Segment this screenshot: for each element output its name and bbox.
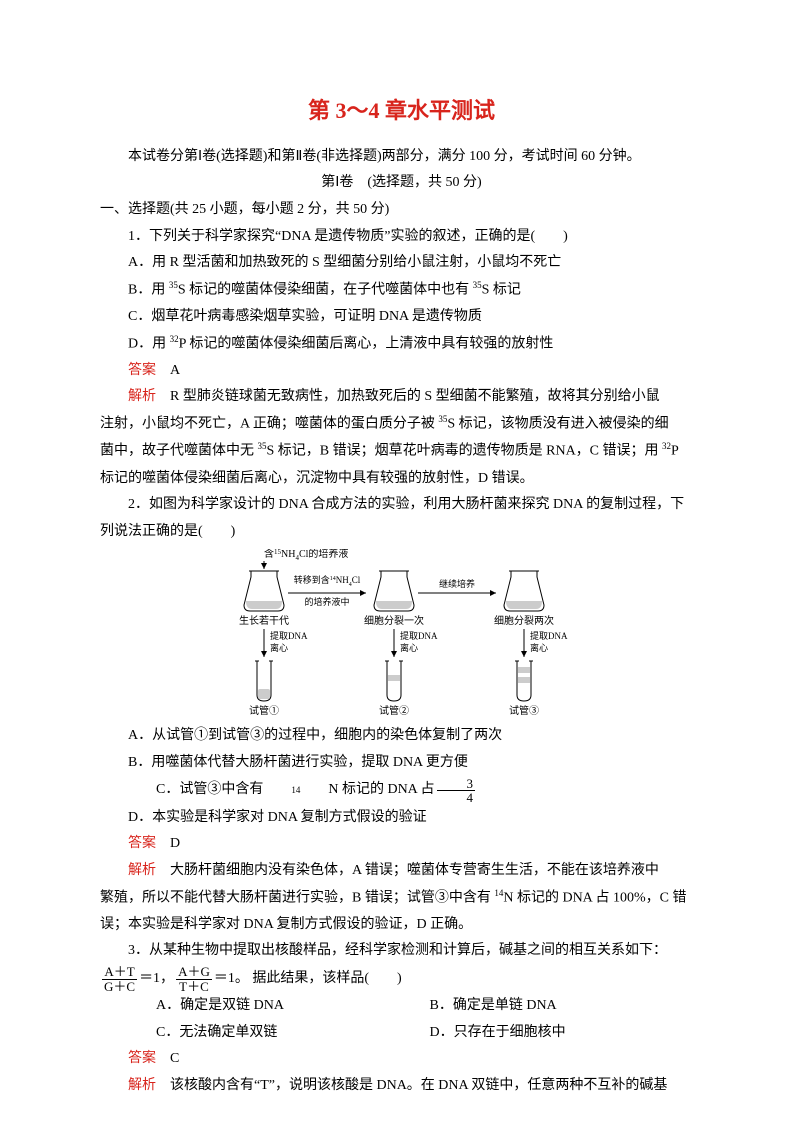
q1-ana-l3-mid: S 标记，B 错误；烟草花叶病毒的遗传物质是 RNA，C 错误；用 bbox=[267, 444, 663, 459]
section1-heading: 一、选择题(共 25 小题，每小题 2 分，共 50 分) bbox=[100, 197, 703, 224]
diag-t3-label: 试管③ bbox=[509, 704, 539, 717]
q2-diagram: 含15NH4Cl的培养液 生长若干代 转移到含14NH4Cl 的培养液中 细胞分… bbox=[100, 549, 703, 719]
q1-ana-l2-post: S 标记，该物质没有进入被侵染的细 bbox=[447, 417, 668, 432]
q1-stem: 1．下列关于科学家探究“DNA 是遗传物质”实验的叙述，正确的是( ) bbox=[100, 224, 703, 251]
q2-ana-l2-pre: 繁殖，所以不能代替大肠杆菌进行实验，B 错误；试管③中含有 bbox=[100, 890, 494, 905]
q3-formula-row: A＋TG＋C ＝1， A＋GT＋C ＝1。 据此结果，该样品( ) bbox=[100, 965, 703, 993]
q1-analysis-l4: 标记的噬菌体侵染细菌后离心，沉淀物中具有较强的放射性，D 错误。 bbox=[100, 466, 703, 493]
intro-text: 本试卷分第Ⅰ卷(选择题)和第Ⅱ卷(非选择题)两部分，满分 100 分，考试时间 … bbox=[100, 144, 703, 171]
q2-analysis-l3: 误；本实验是科学家对 DNA 复制方式假设的验证，D 正确。 bbox=[100, 912, 703, 939]
q2-C-den: 4 bbox=[437, 791, 476, 805]
sup35-icon-2: 35 bbox=[473, 280, 482, 290]
q1-analysis-l1: 解析 R 型肺炎链球菌无致病性，加热致死后的 S 型细菌不能繁殖，故将其分别给小… bbox=[100, 384, 703, 411]
q3-f2n: A＋G bbox=[176, 965, 212, 980]
q2-optA: A．从试管①到试管③的过程中，细胞内的染色体复制了两次 bbox=[100, 723, 703, 750]
answer-label: 答案 bbox=[128, 836, 156, 851]
sup14-icon-2: 14 bbox=[494, 888, 503, 898]
q1-analysis-l2: 注射，小鼠均不死亡，A 正确；噬菌体的蛋白质分子被 35S 标记，该物质没有进入… bbox=[100, 411, 703, 438]
sup14-icon: 14 bbox=[263, 782, 300, 799]
fraction-icon: A＋GT＋C bbox=[174, 965, 214, 993]
q1-optB-end: S 标记 bbox=[482, 282, 521, 297]
diag-f3-label: 细胞分裂两次 bbox=[494, 614, 554, 627]
diag-arrow2: 继续培养 bbox=[438, 578, 474, 589]
answer-label: 答案 bbox=[128, 1051, 156, 1066]
q1-optD: D．用 32P 标记的噬菌体侵染细菌后离心，上清液中具有较强的放射性 bbox=[100, 331, 703, 358]
q2-stem-l2: 列说法正确的是( ) bbox=[100, 519, 703, 546]
q2-answer-value: D bbox=[170, 836, 180, 851]
q1-optD-pre: D．用 bbox=[128, 336, 170, 351]
q3-f2d: T＋C bbox=[176, 980, 212, 994]
q1-optD-post: P 标记的噬菌体侵染细菌后离心，上清液中具有较强的放射性 bbox=[179, 336, 554, 351]
q1-ana-l2-pre: 注射，小鼠均不死亡，A 正确；噬菌体的蛋白质分子被 bbox=[100, 417, 438, 432]
q1-answer: 答案 A bbox=[100, 358, 703, 385]
q3-tail: ＝1。 据此结果，该样品( ) bbox=[214, 966, 402, 993]
q2-optC-pre: C．试管③中含有 bbox=[128, 777, 263, 804]
diag-down1-l1: 提取DNA bbox=[270, 631, 308, 641]
analysis-label: 解析 bbox=[128, 1078, 156, 1093]
q3-f1d: G＋C bbox=[102, 980, 137, 994]
sup35-icon-4: 35 bbox=[258, 441, 267, 451]
diag-down1-l2: 离心 bbox=[270, 642, 288, 653]
q3-eq1: ＝1， bbox=[139, 966, 174, 993]
q1-optB: B．用 35S 标记的噬菌体侵染细菌，在子代噬菌体中也有 35S 标记 bbox=[100, 277, 703, 304]
q3-answer-value: C bbox=[170, 1051, 179, 1066]
q3-optC: C．无法确定单双链 bbox=[156, 1020, 430, 1047]
q1-optB-mid: S 标记的噬菌体侵染细菌，在子代噬菌体中也有 bbox=[178, 282, 473, 297]
analysis-label: 解析 bbox=[128, 863, 156, 878]
diag-down3-l1: 提取DNA bbox=[530, 631, 568, 641]
q3-options-row1: A．确定是双链 DNA B．确定是单链 DNA bbox=[100, 993, 703, 1020]
q3-optB: B．确定是单链 DNA bbox=[430, 993, 704, 1020]
q2-answer: 答案 D bbox=[100, 831, 703, 858]
q1-ana-l3-post: P bbox=[671, 444, 679, 459]
sup32-icon: 32 bbox=[170, 334, 179, 344]
diag-down3-l2: 离心 bbox=[530, 642, 548, 653]
q2-ana-l2-post: N 标记的 DNA 占 100%，C 错 bbox=[503, 890, 686, 905]
q2-analysis-l1: 解析 大肠杆菌细胞内没有染色体，A 错误；噬菌体专营寄生生活，不能在该培养液中 bbox=[100, 858, 703, 885]
q1-answer-value: A bbox=[170, 363, 180, 378]
q1-ana-1: R 型肺炎链球菌无致病性，加热致死后的 S 型细菌不能繁殖，故将其分别给小鼠 bbox=[170, 389, 660, 404]
q2-optC: C．试管③中含有 14N 标记的 DNA 占 34 bbox=[100, 777, 703, 805]
q3-f1n: A＋T bbox=[102, 965, 137, 980]
q2-optC-post: N 标记的 DNA 占 bbox=[300, 777, 434, 804]
sup35-icon-3: 35 bbox=[438, 414, 447, 424]
experiment-flow-diagram-icon: 含15NH4Cl的培养液 生长若干代 转移到含14NH4Cl 的培养液中 细胞分… bbox=[202, 549, 602, 719]
diag-down2-l1: 提取DNA bbox=[400, 631, 438, 641]
fraction-icon: A＋TG＋C bbox=[100, 965, 139, 993]
diag-top-label: 含15NH4Cl的培养液 bbox=[264, 549, 348, 562]
diag-arrow1-l2: 的培养液中 bbox=[304, 596, 349, 607]
q3-options-row2: C．无法确定单双链 D．只存在于细胞核中 bbox=[100, 1020, 703, 1047]
q2-C-num: 3 bbox=[437, 777, 476, 792]
page: 第 3～4 章水平测试 本试卷分第Ⅰ卷(选择题)和第Ⅱ卷(非选择题)两部分，满分… bbox=[0, 0, 793, 1122]
q3-analysis: 解析 该核酸内含有“T”，说明该核酸是 DNA。在 DNA 双链中，任意两种不互… bbox=[100, 1073, 703, 1100]
q1-optA: A．用 R 型活菌和加热致死的 S 型细菌分别给小鼠注射，小鼠均不死亡 bbox=[100, 250, 703, 277]
q1-analysis-l3: 菌中，故子代噬菌体中无 35S 标记，B 错误；烟草花叶病毒的遗传物质是 RNA… bbox=[100, 438, 703, 465]
q3-ana: 该核酸内含有“T”，说明该核酸是 DNA。在 DNA 双链中，任意两种不互补的碱… bbox=[170, 1078, 667, 1093]
q3-optA: A．确定是双链 DNA bbox=[156, 993, 430, 1020]
q2-stem-l1: 2．如图为科学家设计的 DNA 合成方法的实验，利用大肠杆菌来探究 DNA 的复… bbox=[100, 492, 703, 519]
diag-arrow1-l1: 转移到含14NH4Cl bbox=[293, 574, 360, 588]
q2-optB: B．用噬菌体代替大肠杆菌进行实验，提取 DNA 更方便 bbox=[100, 750, 703, 777]
sup35-icon: 35 bbox=[169, 280, 178, 290]
answer-label: 答案 bbox=[128, 363, 156, 378]
fraction-icon: 34 bbox=[435, 777, 478, 805]
q3-stem: 3．从某种生物中提取出核酸样品，经科学家检测和计算后，碱基之间的相互关系如下： bbox=[100, 938, 703, 965]
q3-answer: 答案 C bbox=[100, 1046, 703, 1073]
part1-heading: 第Ⅰ卷 (选择题，共 50 分) bbox=[100, 170, 703, 197]
page-title: 第 3～4 章水平测试 bbox=[100, 90, 703, 132]
q2-optD: D．本实验是科学家对 DNA 复制方式假设的验证 bbox=[100, 805, 703, 832]
diag-f1-label: 生长若干代 bbox=[239, 614, 289, 627]
analysis-label: 解析 bbox=[128, 389, 156, 404]
q2-analysis-l2: 繁殖，所以不能代替大肠杆菌进行实验，B 错误；试管③中含有 14N 标记的 DN… bbox=[100, 885, 703, 912]
sup32-icon-2: 32 bbox=[662, 441, 671, 451]
q1-optC: C．烟草花叶病毒感染烟草实验，可证明 DNA 是遗传物质 bbox=[100, 304, 703, 331]
q3-optD: D．只存在于细胞核中 bbox=[430, 1020, 704, 1047]
diag-down2-l2: 离心 bbox=[400, 642, 418, 653]
diag-t2-label: 试管② bbox=[379, 704, 409, 717]
q2-ana-l1: 大肠杆菌细胞内没有染色体，A 错误；噬菌体专营寄生生活，不能在该培养液中 bbox=[170, 863, 659, 878]
diag-f2-label: 细胞分裂一次 bbox=[364, 614, 424, 627]
diag-t1-label: 试管① bbox=[249, 704, 279, 717]
q1-optB-pre: B．用 bbox=[128, 282, 169, 297]
q1-ana-l3-pre: 菌中，故子代噬菌体中无 bbox=[100, 444, 258, 459]
